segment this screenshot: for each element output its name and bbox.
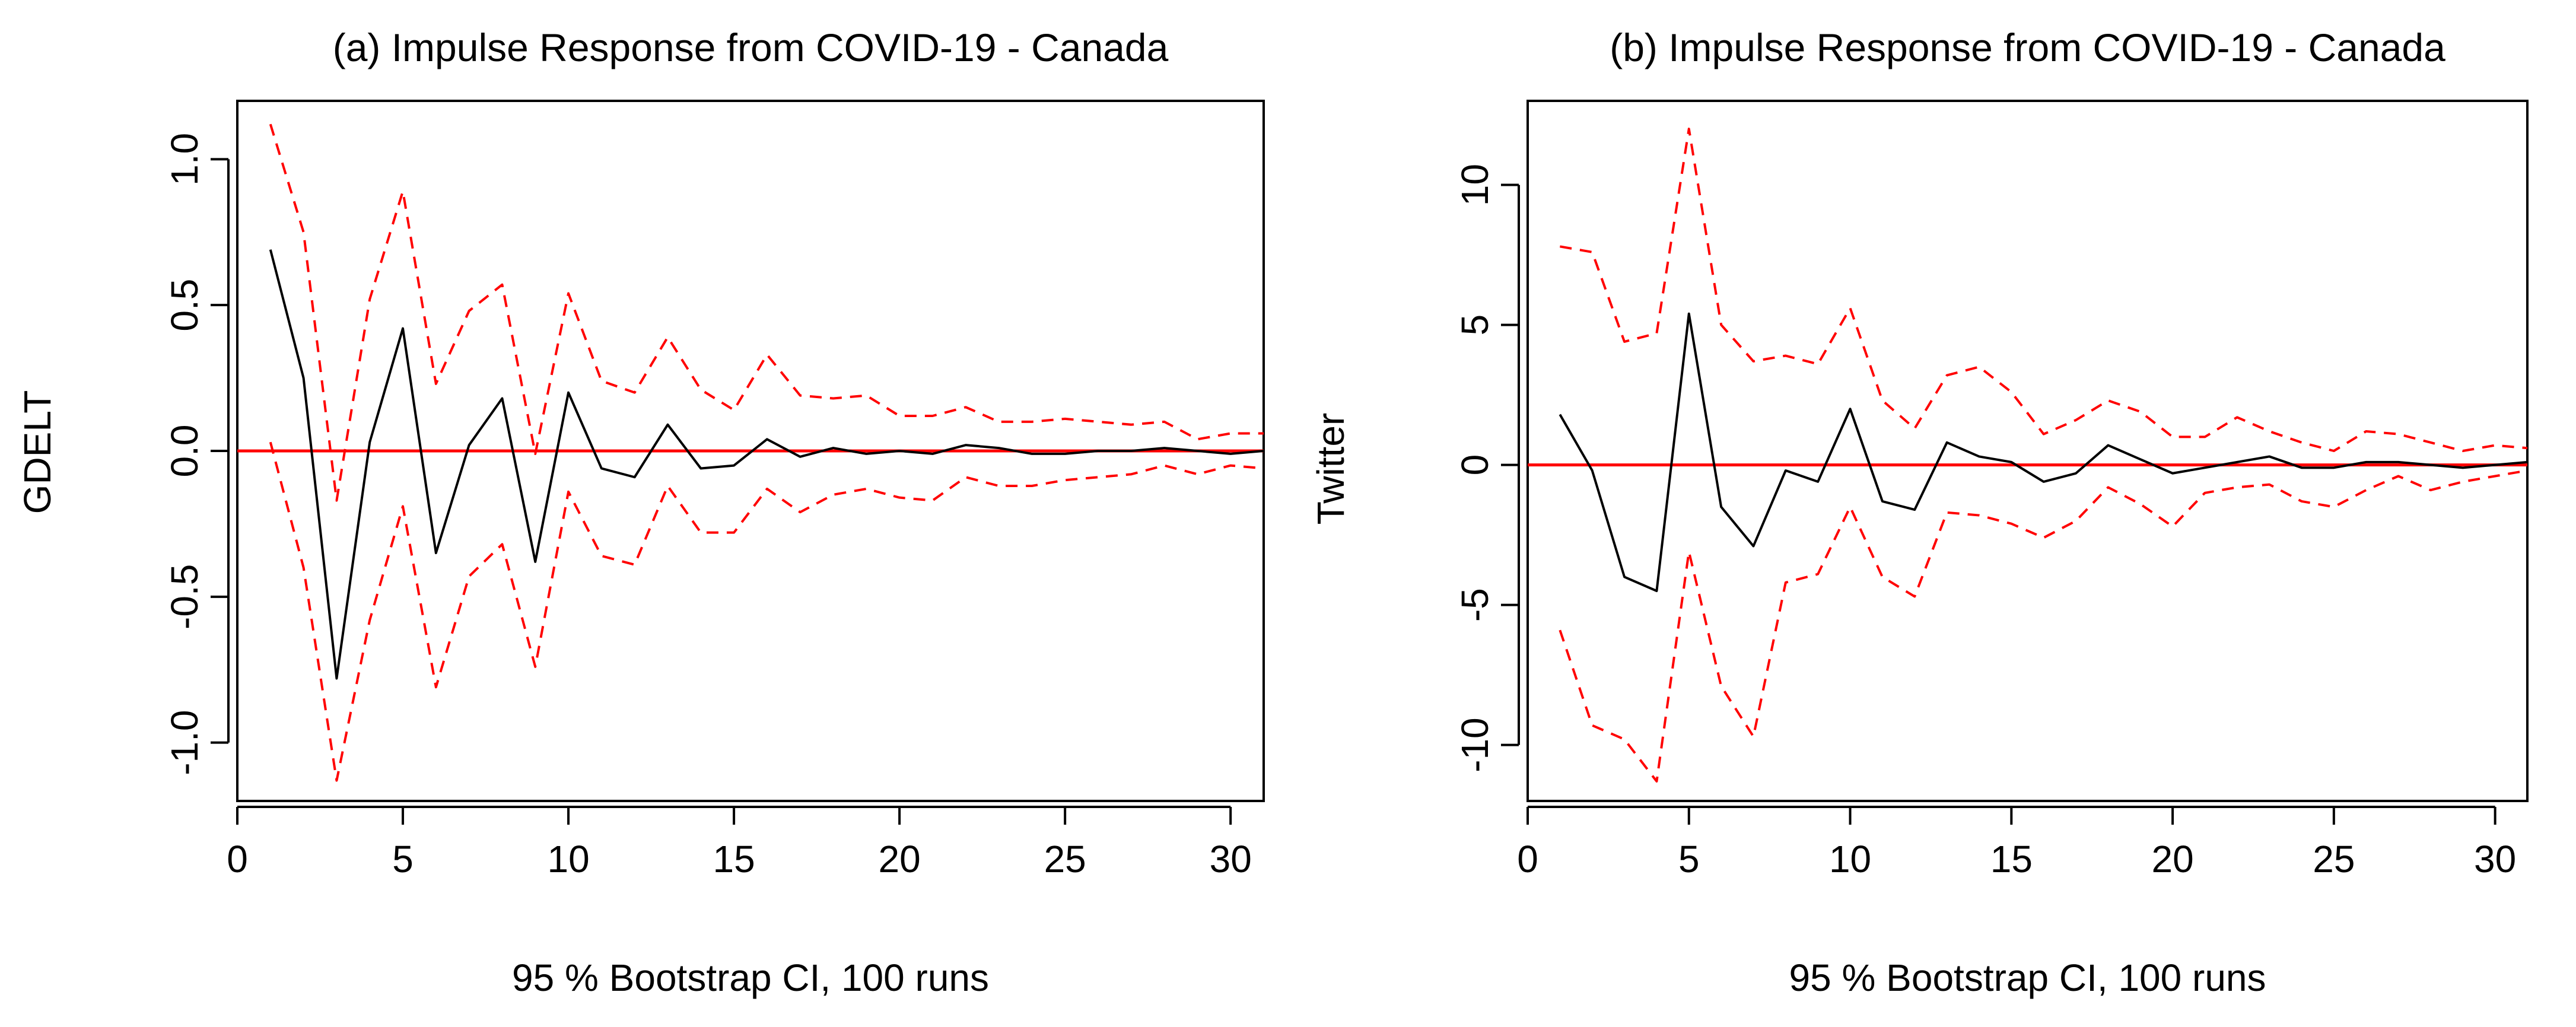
- panel-b: (b) Impulse Response from COVID-19 - Can…: [1309, 26, 2529, 999]
- upper-ci-line: [1560, 128, 2528, 452]
- x-tick-label: 10: [1829, 838, 1871, 880]
- x-tick-label: 20: [879, 838, 921, 880]
- y-tick-label: 0.0: [163, 425, 206, 478]
- x-tick-label: 30: [1210, 838, 1252, 880]
- y-tick-label: 5: [1454, 314, 1496, 336]
- x-tick-label: 10: [547, 838, 589, 880]
- x-tick-label: 0: [227, 838, 248, 880]
- x-tick-label: 30: [2474, 838, 2516, 880]
- y-tick-label: -1.0: [163, 710, 206, 775]
- x-tick-label: 15: [1990, 838, 2033, 880]
- panel-a: (a) Impulse Response from COVID-19 - Can…: [16, 26, 1265, 999]
- y-axis-title: Twitter: [1309, 413, 1352, 524]
- y-tick-label: 10: [1454, 164, 1496, 206]
- x-tick-label: 25: [2313, 838, 2355, 880]
- y-tick-label: 0: [1454, 454, 1496, 476]
- lower-ci-line: [1559, 469, 2528, 783]
- x-tick-label: 15: [713, 838, 755, 880]
- y-tick-label: -10: [1454, 717, 1496, 772]
- x-tick-label: 5: [392, 838, 414, 880]
- impulse-response-line: [269, 249, 1264, 680]
- y-tick-label: 0.5: [163, 279, 206, 332]
- impulse-response-line: [1559, 312, 2528, 592]
- y-tick-label: 1.0: [163, 133, 206, 186]
- y-axis-title: GDELT: [16, 390, 59, 514]
- x-tick-label: 20: [2152, 838, 2194, 880]
- x-axis-title: 95 % Bootstrap CI, 100 runs: [512, 956, 989, 999]
- plot-frame: [1526, 100, 2529, 802]
- x-tick-label: 5: [1678, 838, 1700, 880]
- y-tick-label: -0.5: [163, 564, 206, 629]
- upper-ci-line: [269, 123, 1264, 502]
- lower-ci-line: [269, 441, 1264, 782]
- chart-title: (a) Impulse Response from COVID-19 - Can…: [333, 26, 1169, 69]
- chart-title: (b) Impulse Response from COVID-19 - Can…: [1610, 26, 2445, 69]
- x-tick-label: 0: [1517, 838, 1538, 880]
- x-axis-title: 95 % Bootstrap CI, 100 runs: [1789, 956, 2266, 999]
- y-tick-label: -5: [1454, 588, 1496, 622]
- x-tick-label: 25: [1044, 838, 1086, 880]
